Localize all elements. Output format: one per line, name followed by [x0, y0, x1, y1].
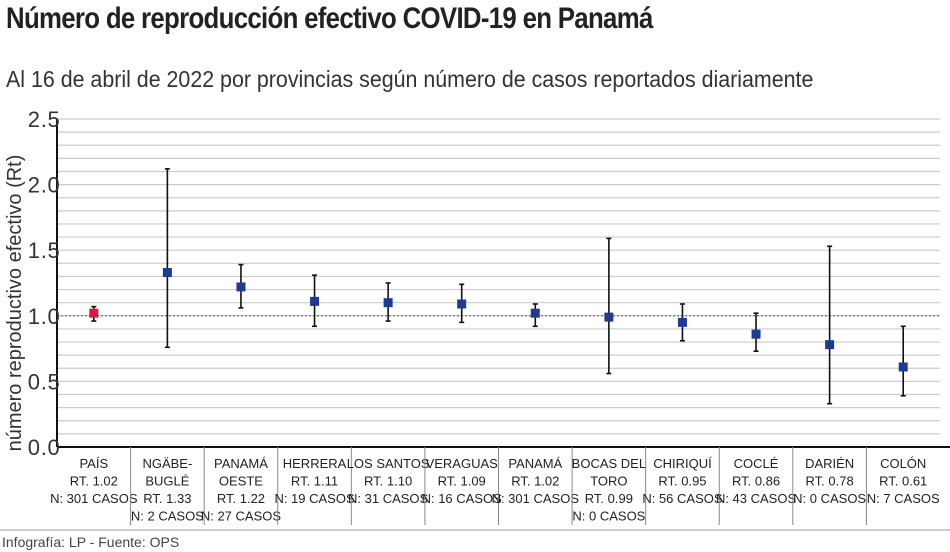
y-tick-label: 1.5: [28, 238, 60, 263]
category-label: N: 301 CASOS: [50, 491, 138, 506]
category-label: N: 31 CASOS: [348, 491, 429, 506]
y-tick-label: 2.0: [28, 173, 60, 198]
category-label: N: 2 CASOS: [131, 509, 204, 524]
category-label: CHIRIQUÍ: [653, 456, 712, 471]
category-label: PAÍS: [79, 456, 108, 471]
category-label: RT. 0.86: [732, 474, 780, 489]
category-label: RT. 1.09: [438, 474, 486, 489]
y-tick-label: 1.0: [28, 304, 60, 329]
category-label: LOS SANTOS: [347, 456, 430, 471]
category-label: RT. 0.95: [658, 474, 706, 489]
category-label: RT. 0.61: [879, 474, 927, 489]
category-label: RT. 1.33: [143, 491, 191, 506]
y-axis-label: número reproductivo efectivo (Rt): [4, 155, 26, 452]
data-point: [751, 329, 761, 339]
category-label: TORO: [590, 474, 627, 489]
data-point: [162, 268, 172, 278]
data-point: [89, 308, 99, 318]
data-point: [677, 317, 687, 327]
y-tick-label: 2.5: [28, 107, 60, 132]
data-point: [530, 308, 540, 318]
category-label: COLÓN: [880, 456, 926, 471]
category-label: RT. 1.02: [70, 474, 118, 489]
data-point: [457, 299, 467, 309]
category-label: N: 16 CASOS: [422, 491, 503, 506]
category-label: NGÄBE-: [142, 456, 192, 471]
y-tick-label: 0.5: [28, 369, 60, 394]
chart-title: Número de reproducción efectivo COVID-19…: [6, 2, 653, 35]
chart-subtitle: Al 16 de abril de 2022 por provincias se…: [6, 66, 814, 92]
category-label: RT. 1.10: [364, 474, 412, 489]
category-label: N: 43 CASOS: [716, 491, 797, 506]
category-label: PANAMÁ: [214, 456, 268, 471]
source-note: Infografía: LP - Fuente: OPS: [2, 534, 180, 550]
category-label: RT. 1.02: [511, 474, 559, 489]
data-point: [383, 298, 393, 308]
data-point: [898, 362, 908, 372]
category-label: N: 0 CASOS: [572, 509, 645, 524]
category-label: N: 56 CASOS: [642, 491, 723, 506]
category-label: RT. 1.22: [217, 491, 265, 506]
category-label: BUGLÉ: [145, 474, 189, 489]
category-label: BOCAS DEL: [572, 456, 646, 471]
data-point: [310, 296, 320, 306]
category-label: OESTE: [219, 474, 263, 489]
y-tick-label: 0.0: [28, 435, 60, 460]
category-label: PANAMÁ: [508, 456, 562, 471]
category-label: RT. 0.99: [585, 491, 633, 506]
category-label: DARIÉN: [805, 456, 854, 471]
category-label: N: 301 CASOS: [492, 491, 580, 506]
category-label: N: 19 CASOS: [274, 491, 355, 506]
category-label: N: 27 CASOS: [201, 509, 282, 524]
data-point: [604, 312, 614, 322]
category-label: RT. 0.78: [806, 474, 854, 489]
category-label: RT. 1.11: [291, 474, 338, 489]
category-label: N: 7 CASOS: [867, 491, 940, 506]
category-label: VERAGUAS: [426, 456, 499, 471]
category-label: COCLÉ: [734, 456, 779, 471]
category-label: N: 0 CASOS: [793, 491, 866, 506]
data-point: [825, 340, 835, 350]
data-point: [236, 282, 246, 292]
category-label: HERRERA: [283, 456, 347, 471]
